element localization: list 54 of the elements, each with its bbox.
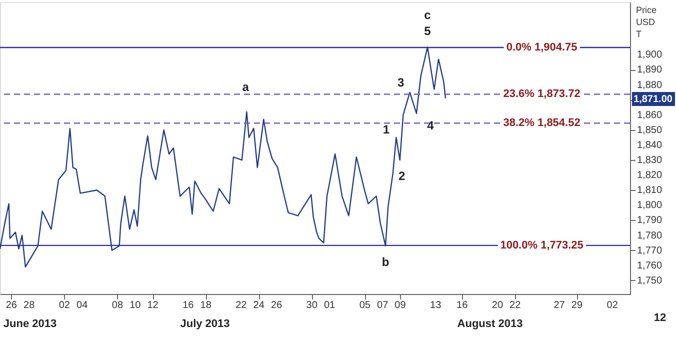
y-tick-label: 1,820 (637, 170, 662, 182)
x-tick-label: 22 (510, 300, 522, 311)
x-tick-label: 26 (270, 300, 283, 311)
annotation: 4 (427, 118, 434, 132)
x-tick-label: 16 (182, 300, 194, 311)
y-tick-label: 1,860 (637, 110, 662, 121)
x-tick-label: 16 (456, 300, 468, 311)
y-tick-label: 1,760 (637, 260, 662, 272)
x-tick-label: 26 (6, 300, 18, 311)
x-tick-label: 13 (430, 300, 442, 311)
y-tick-label: 1,800 (637, 200, 662, 212)
x-tick-label: 08 (112, 300, 124, 311)
x-tick-label: 12 (147, 300, 159, 311)
text: August 2013 (457, 318, 523, 330)
y-tick-label: 1,790 (637, 215, 662, 226)
text: June 2013 (3, 318, 57, 330)
x-tick-label: 20 (492, 300, 504, 311)
x-tick-label: 28 (24, 300, 36, 311)
y-tick-label: 1,770 (637, 245, 662, 256)
annotation: 1 (382, 122, 390, 136)
annotation: c (424, 8, 432, 22)
line-series (0, 46, 446, 268)
x-tick-label: 29 (571, 300, 583, 311)
x-tick-label: 01 (324, 300, 336, 311)
annotation: 5 (424, 24, 432, 38)
y-tick-label: 1,850 (637, 124, 662, 136)
annotation: 2 (398, 169, 406, 184)
y-tick-label: 1,780 (637, 230, 662, 242)
x-tick-label: 24 (253, 300, 265, 311)
x-tick-label: 30 (306, 300, 318, 311)
y-tick-label: 1,880 (637, 80, 662, 91)
text: July 2013 (180, 318, 230, 330)
y-tick-label: 1,840 (637, 140, 662, 151)
x-tick-label: 18 (200, 300, 212, 311)
x-tick-label: 07 (377, 300, 389, 311)
y-tick-label: 1,900 (637, 50, 662, 61)
text: 1,871.00 (634, 94, 673, 105)
x-tick-label: 04 (76, 300, 88, 311)
y-axis-title: Price USD T (636, 5, 657, 39)
y-tick-label: 1,810 (637, 185, 662, 196)
text: 12 (654, 312, 666, 324)
y-tick-label: 1,890 (637, 64, 662, 76)
x-tick-label: 02 (606, 300, 618, 311)
x-tick-label: 02 (58, 300, 70, 311)
y-tick-label: 1,750 (637, 275, 662, 286)
annotation: 3 (397, 75, 404, 90)
annotation: b (382, 254, 390, 269)
x-tick-label: 05 (359, 300, 371, 311)
x-tick-label: 22 (236, 300, 248, 311)
annotation: a (242, 80, 250, 94)
x-tick-label: 27 (554, 300, 566, 311)
y-tick-label: 1,830 (637, 155, 662, 166)
x-tick-label: 10 (130, 300, 142, 311)
x-tick-label: 09 (394, 300, 406, 311)
